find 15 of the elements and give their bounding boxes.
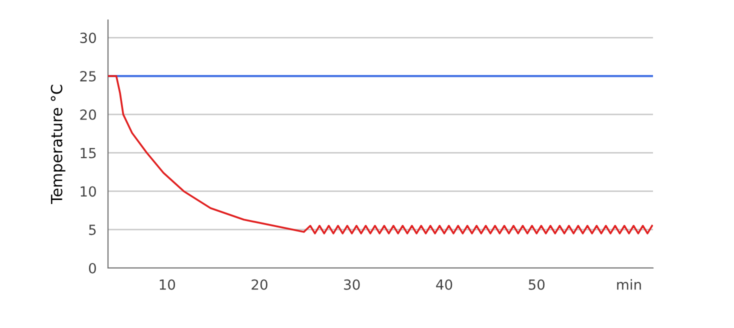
y-tick-label: 30: [80, 32, 96, 44]
y-tick-label: 0: [88, 262, 96, 274]
y-tick-label: 20: [80, 109, 96, 120]
y-tick-label: 15: [80, 148, 96, 158]
x-tick-label: 30: [344, 279, 360, 290]
x-tick-label: 40: [436, 279, 452, 290]
line-series: [108, 75, 653, 234]
y-tick-label: 5: [89, 224, 96, 236]
x-tick-label: min: [617, 279, 641, 290]
x-tick-label: 50: [528, 279, 545, 290]
x-tick-label: 10: [160, 279, 176, 290]
y-tick-label: 10: [80, 186, 96, 197]
y-tick-label: 25: [80, 71, 96, 82]
x-tick-label: 20: [252, 279, 268, 290]
y-axis-title: Temperature °C: [50, 84, 66, 204]
